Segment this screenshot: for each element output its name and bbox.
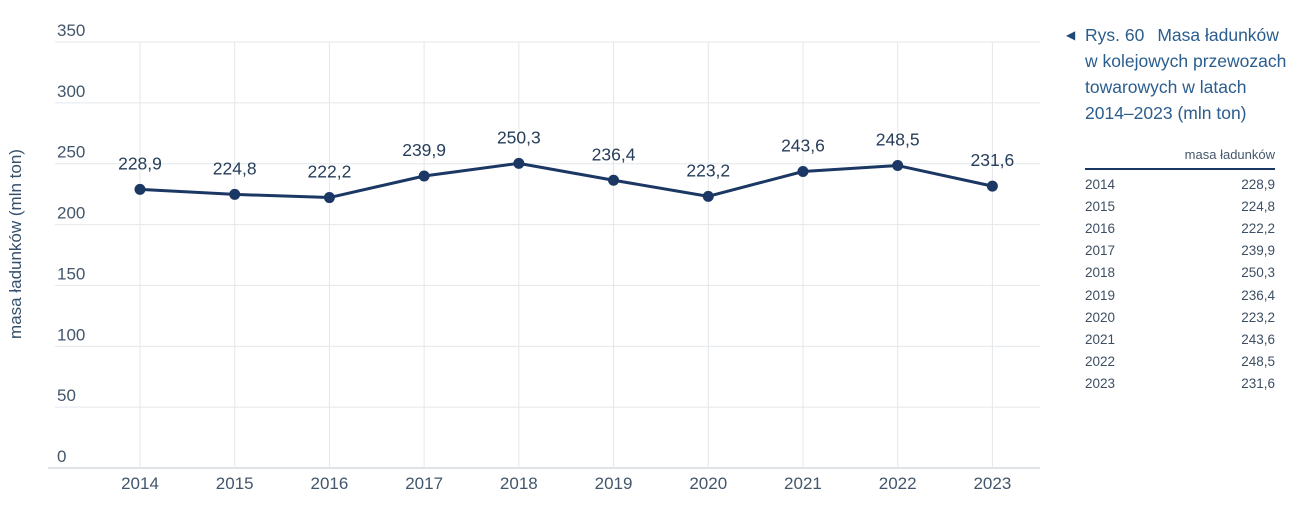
- caption-arrow-icon: ◀: [1066, 28, 1076, 42]
- figure-label: Rys. 60: [1085, 25, 1145, 45]
- table-row: 2021 243,6: [1085, 328, 1275, 350]
- data-point: [323, 192, 335, 204]
- y-tick-label: 150: [57, 264, 85, 283]
- table-row-year: 2017: [1085, 243, 1116, 259]
- table-row-year: 2014: [1085, 176, 1116, 192]
- data-point: [892, 160, 904, 172]
- table-row-value: 228,9: [1241, 176, 1275, 192]
- data-table: masa ładunków 2014 228,9 2015 224,8 2016 222,…: [1085, 147, 1275, 395]
- table-row: 2020 223,2: [1085, 306, 1275, 328]
- table-row-year: 2021: [1085, 331, 1116, 347]
- data-point: [134, 183, 146, 195]
- x-tick-label: 2018: [500, 474, 538, 493]
- y-tick-label: 350: [57, 21, 85, 40]
- table-body: 2014 228,9 2015 224,8 2016 222,2 2017 239,9 2018…: [1085, 170, 1275, 395]
- table-row-year: 2022: [1085, 354, 1116, 370]
- data-point-label: 248,5: [876, 130, 920, 150]
- table-row-year: 2018: [1085, 265, 1116, 281]
- data-point-label: 250,3: [497, 127, 541, 147]
- data-point-label: 243,6: [781, 136, 825, 156]
- x-tick-label: 2015: [216, 474, 254, 493]
- figure-caption: ◀ Rys. 60 Masa ładunków w kolejowych prze…: [1066, 22, 1292, 126]
- table-row-year: 2020: [1085, 309, 1116, 325]
- line-chart: 0 50 100 150 200 250 300 350 2014 2015 2016 2017 201…: [6, 21, 1040, 493]
- table-row-year: 2015: [1085, 198, 1116, 214]
- x-tick-label: 2022: [879, 474, 917, 493]
- data-point-label: 223,2: [686, 160, 730, 180]
- table-row: 2017 239,9: [1085, 240, 1275, 262]
- table-row: 2014 228,9: [1085, 173, 1275, 195]
- x-tick-label: 2023: [973, 474, 1011, 493]
- table-row-value: 231,6: [1241, 376, 1275, 392]
- data-point: [513, 157, 525, 169]
- table-row-value: 248,5: [1241, 354, 1275, 370]
- table-row: 2019 236,4: [1085, 284, 1275, 306]
- table-row: 2018 250,3: [1085, 262, 1275, 284]
- x-tick-label: 2020: [689, 474, 727, 493]
- table-row-value: 236,4: [1241, 287, 1275, 303]
- data-point-label: 228,9: [118, 153, 162, 173]
- table-row: 2023 231,6: [1085, 373, 1275, 395]
- data-point: [797, 166, 809, 178]
- data-point-label: 222,2: [308, 162, 352, 182]
- data-line: [138, 161, 994, 200]
- y-axis-title: masa ładunków (mln ton): [6, 149, 25, 339]
- table-row-value: 250,3: [1241, 265, 1275, 281]
- table-row-value: 222,2: [1241, 220, 1275, 236]
- table-row-year: 2016: [1085, 220, 1116, 236]
- table-row-year: 2019: [1085, 287, 1116, 303]
- data-point: [418, 170, 430, 182]
- table-header: masa ładunków: [1184, 147, 1275, 162]
- data-point-label: 239,9: [402, 140, 446, 160]
- table-row-value: 224,8: [1241, 198, 1275, 214]
- y-tick-label: 300: [57, 82, 85, 101]
- table-row-value: 223,2: [1241, 309, 1275, 325]
- y-tick-label: 200: [57, 204, 85, 223]
- table-row: 2015 224,8: [1085, 195, 1275, 217]
- table-header-rule: [1085, 168, 1275, 170]
- y-tick-label: 50: [57, 386, 76, 405]
- data-point-label: 224,8: [213, 158, 257, 178]
- x-tick-label: 2021: [784, 474, 822, 493]
- table-row-year: 2023: [1085, 376, 1116, 392]
- data-point-label: 236,4: [592, 144, 636, 164]
- x-tick-label: 2019: [595, 474, 633, 493]
- caption-text: Rys. 60 Masa ładunków w kolejowych przewo…: [1085, 22, 1290, 126]
- x-tick-label: 2017: [405, 474, 443, 493]
- figure-title: Masa ładunków w kolejowych przewozach to…: [1085, 25, 1287, 123]
- data-point: [608, 174, 620, 186]
- y-tick-label: 0: [57, 447, 66, 466]
- x-tick-label: 2014: [121, 474, 159, 493]
- data-point: [702, 190, 714, 202]
- table-row: 2016 222,2: [1085, 217, 1275, 239]
- data-point: [986, 180, 998, 192]
- table-row-value: 239,9: [1241, 243, 1275, 259]
- figure-sidebar: ◀ Rys. 60 Masa ładunków w kolejowych prze…: [1066, 22, 1292, 395]
- y-tick-label: 250: [57, 143, 85, 162]
- y-tick-label: 100: [57, 325, 85, 344]
- table-row: 2022 248,5: [1085, 351, 1275, 373]
- x-tick-label: 2016: [311, 474, 349, 493]
- data-point: [229, 188, 241, 200]
- table-row-value: 243,6: [1241, 331, 1275, 347]
- data-point-label: 231,6: [970, 150, 1014, 170]
